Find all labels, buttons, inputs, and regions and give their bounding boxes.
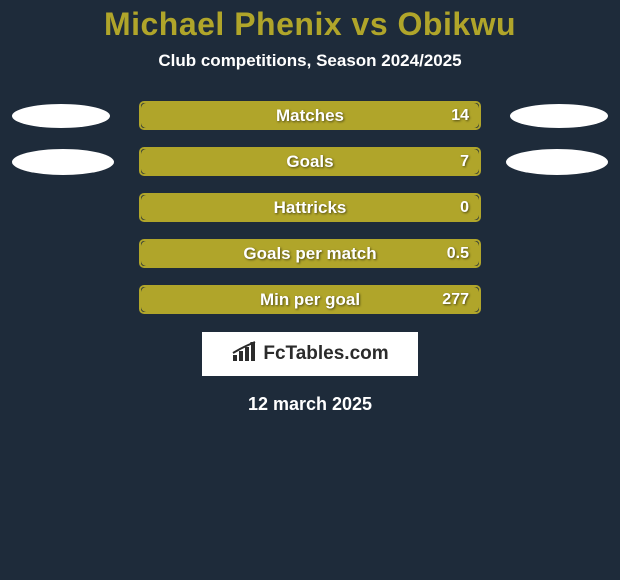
- side-ellipse-left: [12, 149, 114, 175]
- stat-row: Hattricks0: [0, 193, 620, 222]
- stat-row: Goals per match0.5: [0, 239, 620, 268]
- stat-bar: Matches14: [139, 101, 481, 130]
- source-badge-text: FcTables.com: [263, 343, 388, 365]
- stat-bar: Goals7: [139, 147, 481, 176]
- bar-chart-icon: [231, 341, 257, 368]
- side-ellipse-left: [12, 104, 110, 128]
- stat-bar: Hattricks0: [139, 193, 481, 222]
- stat-rows: Matches14 Goals7 Hattricks0 Goals per match…: [0, 101, 620, 314]
- footer-date: 12 march 2025: [0, 394, 620, 415]
- stat-row: Matches14: [0, 101, 620, 130]
- page-title: Michael Phenix vs Obikwu: [0, 0, 620, 43]
- stat-bar-fill: [141, 195, 479, 220]
- stat-bar: Goals per match0.5: [139, 239, 481, 268]
- stat-bar-fill: [141, 149, 479, 174]
- source-badge: FcTables.com: [202, 332, 418, 376]
- stat-row: Goals7: [0, 147, 620, 176]
- side-ellipse-right: [510, 104, 608, 128]
- stat-bar-fill: [141, 287, 479, 312]
- stat-row: Min per goal277: [0, 285, 620, 314]
- side-ellipse-right: [506, 149, 608, 175]
- stat-bar-fill: [141, 103, 479, 128]
- stat-bar-fill: [141, 241, 479, 266]
- stat-bar: Min per goal277: [139, 285, 481, 314]
- subtitle: Club competitions, Season 2024/2025: [0, 51, 620, 71]
- comparison-infographic: Michael Phenix vs Obikwu Club competitio…: [0, 0, 620, 580]
